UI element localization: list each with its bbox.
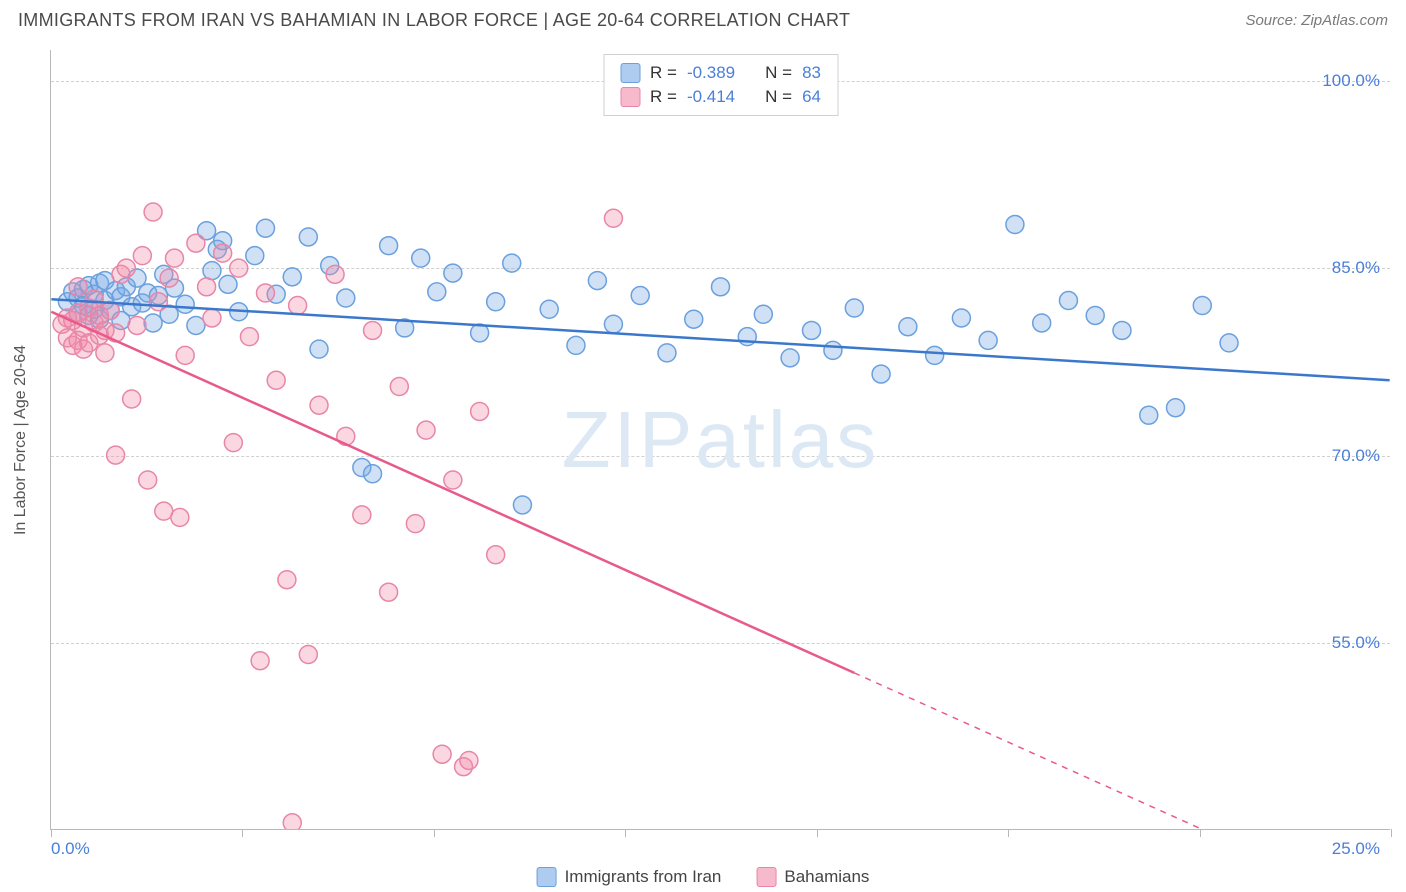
x-tick (1391, 829, 1392, 837)
x-tick (1008, 829, 1009, 837)
legend-row-bahamians: R = -0.414 N = 64 (620, 85, 821, 109)
x-tick (51, 829, 52, 837)
x-max-label: 25.0% (1332, 839, 1380, 859)
x-tick (817, 829, 818, 837)
legend-swatch-iran (620, 63, 640, 83)
x-tick (625, 829, 626, 837)
x-origin-label: 0.0% (51, 839, 90, 859)
legend-swatch-iran-bottom (537, 867, 557, 887)
legend-label-iran: Immigrants from Iran (565, 867, 722, 887)
chart-plot-area: ZIPatlas R = -0.389 N = 83 R = -0.414 N … (50, 50, 1390, 830)
legend-swatch-bahamians-bottom (756, 867, 776, 887)
legend-item-iran: Immigrants from Iran (537, 867, 722, 887)
legend-label-bahamians: Bahamians (784, 867, 869, 887)
x-tick (434, 829, 435, 837)
r-value-iran: -0.389 (687, 63, 735, 83)
correlation-legend: R = -0.389 N = 83 R = -0.414 N = 64 (603, 54, 838, 116)
series-legend: Immigrants from Iran Bahamians (537, 867, 870, 887)
legend-swatch-bahamians (620, 87, 640, 107)
r-value-bahamians: -0.414 (687, 87, 735, 107)
n-value-iran: 83 (802, 63, 821, 83)
y-axis-title: In Labor Force | Age 20-64 (12, 344, 30, 534)
n-value-bahamians: 64 (802, 87, 821, 107)
chart-title: IMMIGRANTS FROM IRAN VS BAHAMIAN IN LABO… (18, 10, 850, 31)
legend-item-bahamians: Bahamians (756, 867, 869, 887)
x-tick (1200, 829, 1201, 837)
scatter-svg (51, 50, 1390, 829)
chart-header: IMMIGRANTS FROM IRAN VS BAHAMIAN IN LABO… (0, 0, 1406, 39)
chart-source: Source: ZipAtlas.com (1245, 12, 1388, 29)
x-tick (242, 829, 243, 837)
legend-row-iran: R = -0.389 N = 83 (620, 61, 821, 85)
